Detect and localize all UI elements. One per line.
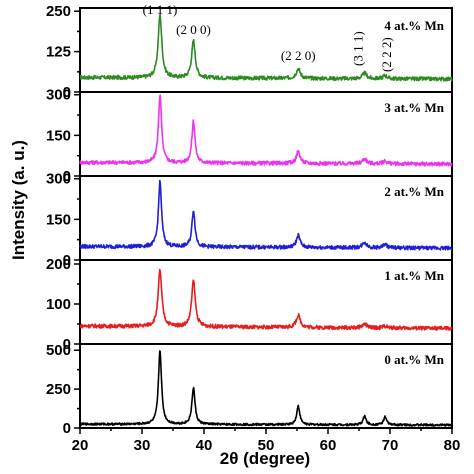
panel-4: 0 250 500 0 at.% Mn <box>46 342 453 437</box>
series-line <box>79 179 453 251</box>
x-tick-label: 40 <box>196 437 213 454</box>
y-tick-label: 125 <box>46 44 71 61</box>
x-tick-label: 80 <box>444 437 461 454</box>
panels-group: 0 125 250 4 at.% Mn 0 150 300 3 at.% Mn 0 150 300 2… <box>46 3 453 437</box>
series-label: 1 at.% Mn <box>384 268 444 283</box>
x-axis-title: 2θ (degree) <box>220 449 310 468</box>
peak-annotation: (3 1 1) <box>351 31 366 66</box>
peak-annotation: (2 2 0) <box>281 48 316 63</box>
series-label: 4 at.% Mn <box>384 18 444 33</box>
y-tick-label: 150 <box>46 127 71 144</box>
panel-1: 0 150 300 3 at.% Mn <box>46 87 453 185</box>
series-line <box>79 268 453 331</box>
y-tick-label: 100 <box>46 296 71 313</box>
series-line <box>79 350 453 427</box>
y-tick-label: 300 <box>46 171 71 188</box>
y-tick-label: 0 <box>63 336 71 353</box>
y-tick-label: 250 <box>46 381 71 398</box>
peak-annotation: (1 1 1) <box>143 2 178 17</box>
x-tick-label: 20 <box>72 437 89 454</box>
y-axis-title: Intensity (a. u.) <box>9 140 28 260</box>
series-label: 0 at.% Mn <box>384 352 444 367</box>
peak-annotation: (2 0 0) <box>176 22 211 37</box>
panel-3: 0 100 200 1 at.% Mn <box>46 256 453 353</box>
y-tick-label: 0 <box>63 420 71 437</box>
y-tick-label: 0 <box>63 252 71 269</box>
y-tick-label: 0 <box>63 168 71 185</box>
series-label: 3 at.% Mn <box>384 100 444 115</box>
x-tick-label: 60 <box>320 437 337 454</box>
y-tick-label: 200 <box>46 256 71 273</box>
x-axis: 20 30 40 50 60 70 80 <box>72 428 461 454</box>
y-tick-label: 150 <box>46 211 71 228</box>
x-tick-label: 50 <box>258 437 275 454</box>
x-tick-label: 70 <box>382 437 399 454</box>
panel-2: 0 150 300 2 at.% Mn <box>46 171 453 269</box>
peak-annotation: (2 2 2) <box>379 37 394 72</box>
peak-annotations: (1 1 1) (2 0 0) (2 2 0) (3 1 1) (2 2 2) <box>143 2 394 72</box>
y-tick-label: 0 <box>63 84 71 101</box>
y-tick-label: 300 <box>46 87 71 104</box>
x-tick-label: 30 <box>134 437 151 454</box>
series-line <box>79 13 453 82</box>
y-tick-label: 500 <box>46 342 71 359</box>
series-line <box>79 94 453 167</box>
y-tick-label: 250 <box>46 3 71 20</box>
series-label: 2 at.% Mn <box>384 184 444 199</box>
